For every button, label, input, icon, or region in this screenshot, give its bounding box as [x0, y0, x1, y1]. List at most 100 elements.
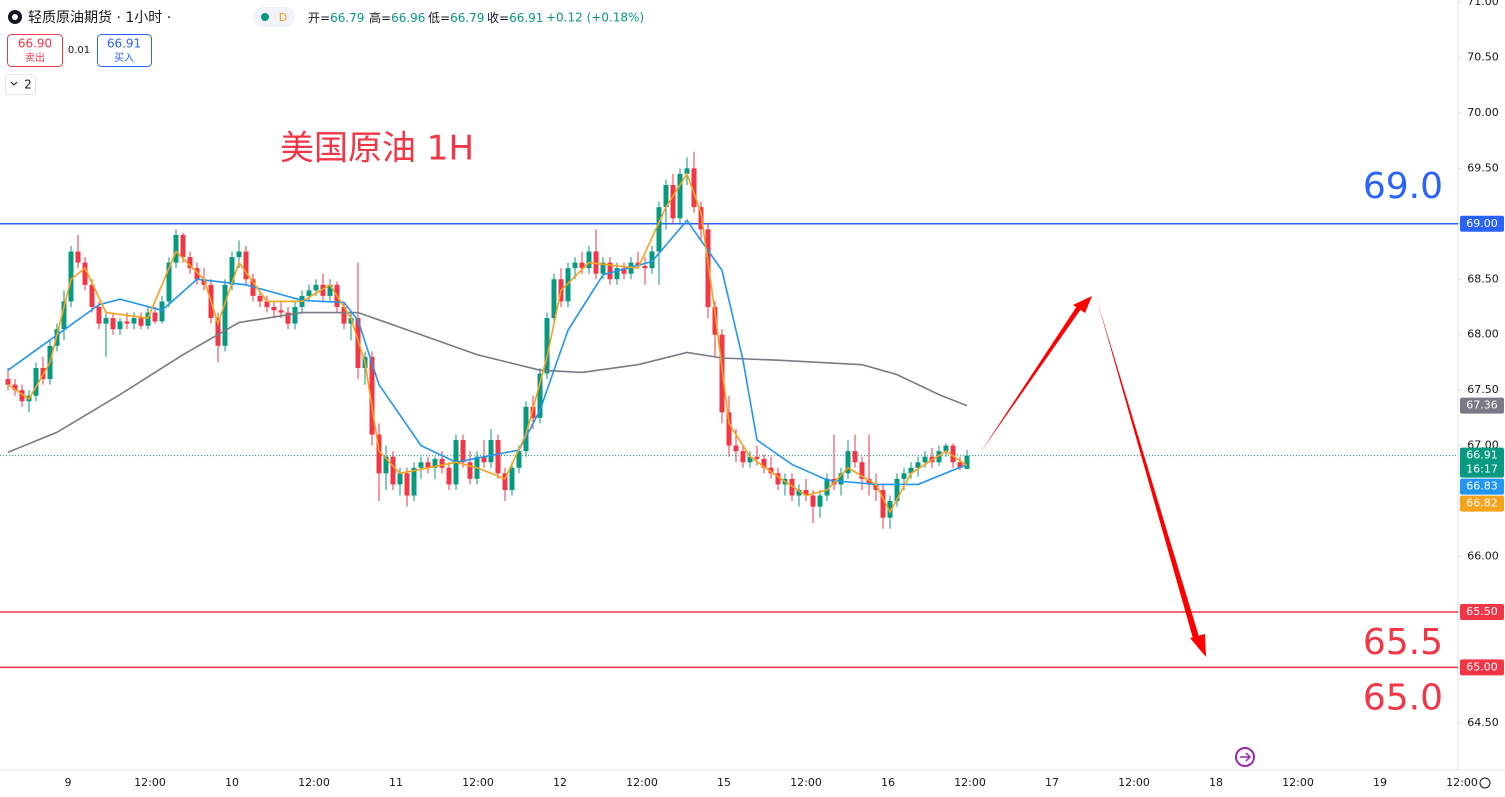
- candle-body: [845, 451, 851, 474]
- replay-icon[interactable]: [1235, 747, 1255, 767]
- candle-body: [635, 262, 641, 266]
- candle-body: [236, 251, 242, 258]
- y-tick-label: 70.50: [1467, 50, 1499, 63]
- candle-body: [894, 478, 900, 502]
- y-tick-label: 68.00: [1467, 328, 1499, 341]
- candle-body: [131, 318, 137, 324]
- chevron-icon[interactable]: [10, 81, 18, 86]
- candle-body: [215, 318, 221, 346]
- candle-body: [950, 445, 956, 463]
- x-tick-label: 12:00: [462, 776, 494, 789]
- candle-body: [404, 473, 410, 496]
- ohlc-item: 收=66.91: [487, 11, 543, 25]
- candle-body: [369, 356, 375, 435]
- buy-button[interactable]: [97, 34, 152, 67]
- price-tag: [1460, 215, 1504, 232]
- candle-body: [838, 473, 844, 485]
- x-tick-label: 12:00: [1282, 776, 1314, 789]
- x-tick-label: 12:00: [298, 776, 330, 789]
- candle-body: [411, 467, 417, 496]
- forecast-arrows: [980, 296, 1206, 657]
- candle-body: [173, 234, 179, 263]
- candle-body: [19, 390, 25, 402]
- candle-body: [425, 462, 431, 468]
- buy-price[interactable]: 66.91: [107, 37, 141, 51]
- candle-body: [572, 262, 578, 269]
- candle-body: [481, 456, 487, 463]
- candle-body: [383, 456, 389, 474]
- settings-icon[interactable]: [1479, 777, 1491, 789]
- x-tick-label: 12:00: [1118, 776, 1150, 789]
- candle-body: [502, 473, 508, 490]
- x-tick-label: 12:00: [1446, 776, 1478, 789]
- ohlc-value: 66.96: [391, 11, 425, 25]
- candle-body: [313, 284, 319, 291]
- buy-label[interactable]: 买入: [114, 52, 134, 64]
- price-tag-label: 69.00: [1466, 217, 1498, 230]
- candle-body: [341, 306, 347, 324]
- ohlc-label: 低=: [428, 11, 450, 25]
- candle-body: [901, 473, 907, 479]
- candle-body: [866, 478, 872, 485]
- sell-button[interactable]: [7, 34, 63, 67]
- candle-body: [495, 440, 501, 474]
- x-tick-label: 9: [65, 776, 72, 789]
- ohlc-value: 66.79: [450, 11, 484, 25]
- candle-body: [152, 312, 158, 322]
- candle-body: [194, 268, 200, 280]
- candle-body: [740, 451, 746, 463]
- candle-body: [68, 251, 74, 302]
- candle-body: [964, 455, 970, 469]
- price-tag: [1460, 447, 1504, 478]
- candle-body: [537, 373, 543, 418]
- candle-body: [159, 301, 165, 322]
- candle-body: [565, 268, 571, 302]
- candle-body: [817, 495, 823, 507]
- x-tick-label: 12:00: [626, 776, 658, 789]
- x-tick-label: 11: [389, 776, 403, 789]
- candle-body: [103, 318, 109, 324]
- candle-body: [579, 262, 585, 269]
- price-tag-label: 66.82: [1466, 497, 1498, 510]
- candle-body: [663, 184, 669, 208]
- candle-body: [810, 495, 816, 507]
- candle-body: [943, 445, 949, 452]
- indicator-count[interactable]: 2: [24, 78, 32, 92]
- ohlc-item: 低=66.79: [428, 11, 484, 25]
- indicators-toggle[interactable]: [5, 74, 36, 95]
- plot-area: [0, 151, 1458, 669]
- candle-body: [509, 467, 515, 490]
- x-tick-label: 17: [1045, 776, 1059, 789]
- candle-body: [376, 434, 382, 474]
- candle-body: [257, 295, 263, 302]
- sell-price[interactable]: 66.90: [18, 37, 52, 51]
- candle-body: [873, 484, 879, 490]
- replay-arrow[interactable]: [1240, 752, 1252, 762]
- sell-label[interactable]: 卖出: [25, 51, 45, 64]
- candle-body: [733, 445, 739, 452]
- candle-body: [278, 310, 284, 313]
- ohlc-label: 开=: [308, 11, 330, 25]
- candle-body: [936, 451, 942, 463]
- price-tag: [1460, 478, 1504, 495]
- candle-body: [271, 306, 277, 311]
- spread: 0.01: [68, 45, 90, 56]
- candle-body: [852, 451, 858, 463]
- level-label: 69.0: [1363, 166, 1443, 207]
- candle-body: [691, 168, 697, 208]
- candle-body: [586, 251, 592, 269]
- candle-body: [607, 262, 613, 280]
- candle-body: [355, 318, 361, 368]
- candle-body: [614, 268, 620, 280]
- candle-body: [677, 173, 683, 219]
- candle-body: [880, 489, 886, 518]
- candle-body: [642, 265, 648, 269]
- arrow-up-head: [1073, 296, 1092, 313]
- candle-body: [285, 312, 291, 324]
- candle-body: [803, 489, 809, 496]
- level-label: 65.5: [1363, 622, 1443, 663]
- candle-body: [229, 257, 235, 285]
- candle-body: [544, 318, 550, 374]
- moving-average-line: [7, 172, 968, 514]
